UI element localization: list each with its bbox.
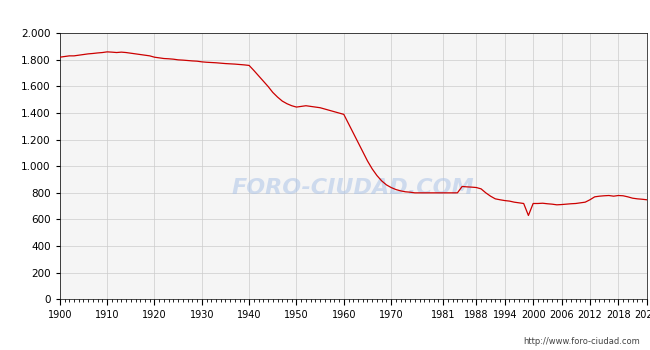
Text: Baños de Montemayor (Municipio)  -  Evolucion del numero de Habitantes: Baños de Montemayor (Municipio) - Evoluc…: [94, 10, 556, 23]
Text: http://www.foro-ciudad.com: http://www.foro-ciudad.com: [523, 337, 640, 346]
Text: FORO-CIUDAD.COM: FORO-CIUDAD.COM: [232, 177, 474, 197]
